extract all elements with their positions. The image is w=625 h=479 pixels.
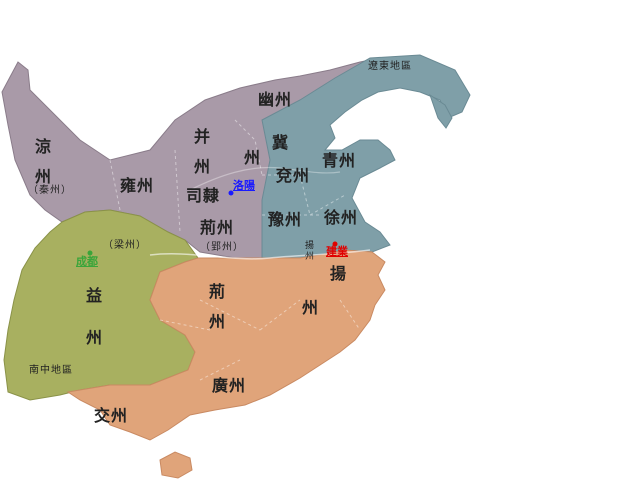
label-nanzhong: 南中地區 <box>29 365 73 376</box>
label-yongzhou: 雍州 <box>120 176 155 195</box>
label-guangzhou: 廣州 <box>212 376 247 395</box>
label-liangzhou-sub: （秦州） <box>28 185 72 196</box>
label-yangzhou-south: 州 <box>302 298 320 317</box>
luoyang-marker <box>228 190 234 196</box>
label-yangzhou-small: 揚州 <box>303 240 313 262</box>
wu-territory <box>66 249 386 441</box>
yellow-river <box>189 166 341 191</box>
label-youzhou: 幽州 <box>258 90 293 109</box>
label-jingzhou-south: 荊州 <box>206 283 225 343</box>
label-yanzhou: 兗州 <box>276 166 311 185</box>
label-yuzhou: 豫州 <box>268 210 303 229</box>
label-qingzhou: 青州 <box>322 151 357 170</box>
label-jizhou-b: 州 <box>244 148 262 167</box>
yangtze-river <box>149 249 371 260</box>
label-xuzhou: 徐州 <box>324 208 359 227</box>
hainan-island <box>159 451 193 479</box>
label-sili: 司隸 <box>186 186 221 205</box>
liaodong-peninsula <box>429 93 453 129</box>
capital-jianye: 建業 <box>326 245 348 258</box>
label-jizhou-a: 冀 <box>272 133 290 152</box>
capital-chengdu: 成都 <box>76 255 98 268</box>
jianye-marker <box>332 241 338 247</box>
label-liangzhou: 涼州 <box>32 138 51 198</box>
chengdu-marker <box>87 250 93 256</box>
label-yizhou: 益州 <box>83 287 102 371</box>
label-jingzhou-north: 荊州 <box>200 218 235 237</box>
province-borders <box>109 119 361 381</box>
label-jingzhou-north-sub: （郢州） <box>200 242 244 253</box>
label-yangzhou-big: 揚 <box>330 264 348 283</box>
label-liaodong: 遼東地區 <box>368 61 412 72</box>
capital-luoyang: 洛陽 <box>233 179 255 192</box>
label-bingzhou: 并州 <box>191 128 210 188</box>
label-jiaozhou: 交州 <box>94 406 129 425</box>
label-yizhou-sub: （梁州） <box>103 240 147 251</box>
